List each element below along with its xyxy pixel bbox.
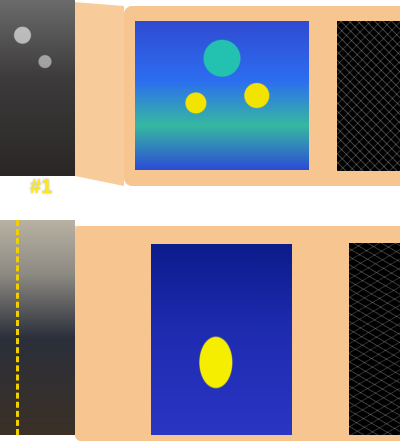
crop-label: #1 <box>30 176 53 198</box>
bottom-hog-visualization <box>349 243 400 435</box>
top-hog-visualization <box>337 21 400 171</box>
top-source-photo <box>0 0 75 176</box>
top-saliency-map <box>135 21 309 170</box>
bottom-saliency-map <box>151 244 292 435</box>
bottom-dashed-marker <box>16 220 19 435</box>
bottom-source-photo <box>0 220 75 435</box>
